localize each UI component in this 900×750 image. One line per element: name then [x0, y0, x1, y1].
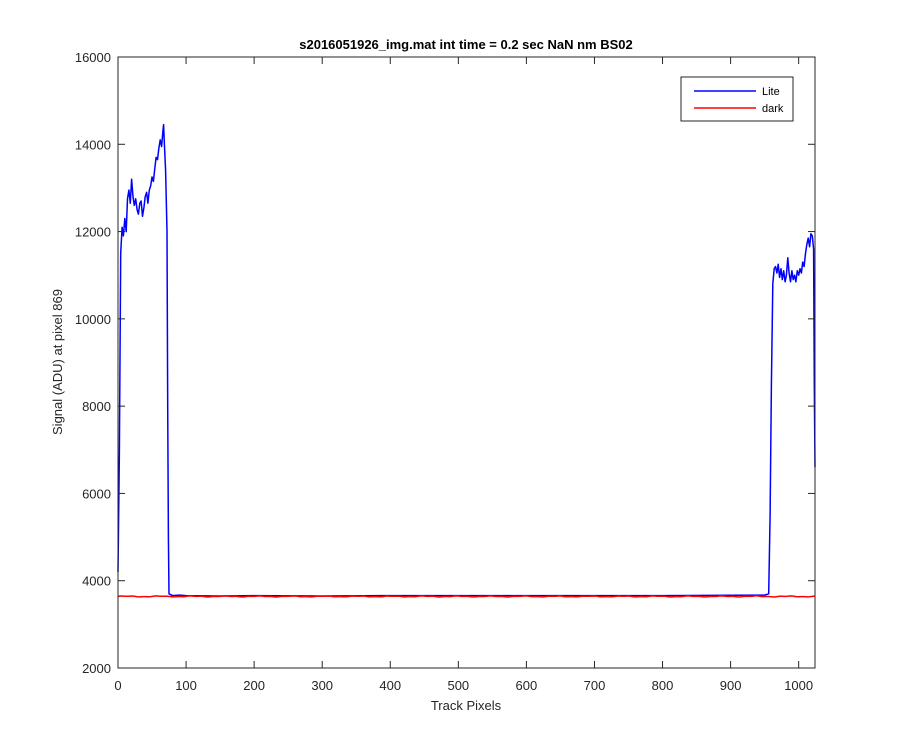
legend-label-lite: Lite — [762, 86, 780, 98]
x-tick-label: 900 — [720, 678, 742, 693]
x-axis-label: Track Pixels — [431, 698, 502, 713]
y-tick-label: 10000 — [75, 312, 111, 327]
x-tick-label: 500 — [447, 678, 469, 693]
x-tick-label: 1000 — [784, 678, 813, 693]
plot-frame — [117, 56, 816, 669]
x-tick-label: 400 — [379, 678, 401, 693]
x-tick-label: 700 — [584, 678, 606, 693]
y-tick-label: 2000 — [82, 661, 111, 676]
plot-area — [118, 57, 815, 668]
x-tick-label: 800 — [652, 678, 674, 693]
legend-label-dark: dark — [762, 103, 784, 115]
x-tick-label: 600 — [516, 678, 538, 693]
x-tick-label: 0 — [114, 678, 121, 693]
chart-title: s2016051926_img.mat int time = 0.2 sec N… — [299, 37, 633, 52]
y-tick-label: 8000 — [82, 399, 111, 414]
y-tick-label: 16000 — [75, 50, 111, 65]
y-axis-label: Signal (ADU) at pixel 869 — [50, 289, 65, 435]
legend: Lite dark — [680, 76, 794, 122]
y-tick-label: 6000 — [82, 486, 111, 501]
x-tick-label: 100 — [175, 678, 197, 693]
y-tick-label: 14000 — [75, 137, 111, 152]
y-tick-label: 4000 — [82, 574, 111, 589]
x-tick-label: 200 — [243, 678, 265, 693]
y-tick-label: 12000 — [75, 225, 111, 240]
legend-box — [680, 76, 794, 122]
x-tick-label: 300 — [311, 678, 333, 693]
series-line-dark — [117, 595, 816, 598]
